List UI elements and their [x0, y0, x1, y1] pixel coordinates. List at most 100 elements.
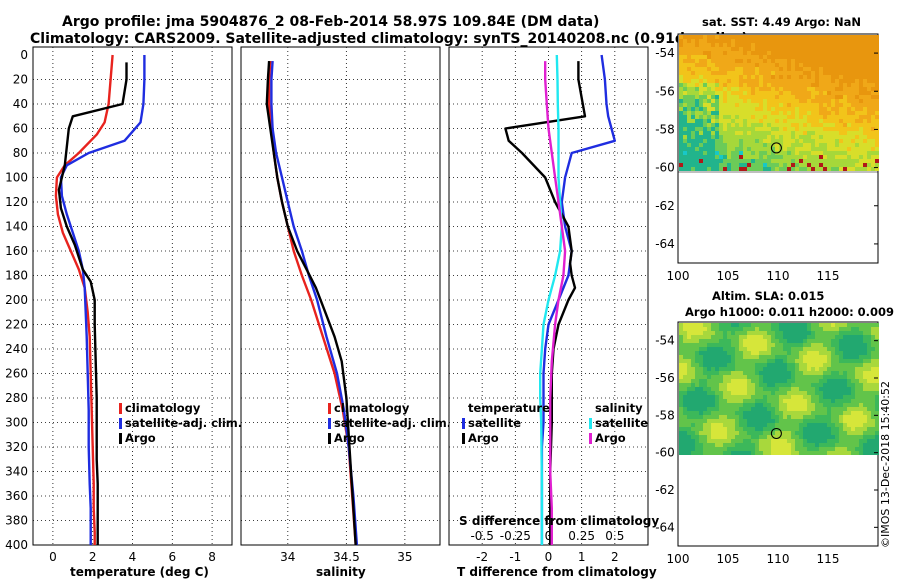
sla-cell	[719, 435, 723, 439]
sla-cell	[795, 331, 799, 335]
sst-cell	[699, 103, 703, 107]
sst-cell	[751, 75, 755, 79]
sla-cell	[839, 375, 843, 379]
sst-cell	[775, 71, 779, 75]
sst-cell	[739, 131, 743, 135]
sla-cell	[791, 355, 795, 359]
sst-cell	[807, 99, 811, 103]
sla-cell	[787, 351, 791, 355]
sst-cell	[679, 131, 683, 135]
sst-cell	[743, 47, 747, 51]
sst-cell	[679, 95, 683, 99]
sla-cell	[831, 395, 835, 399]
sla-cell	[815, 399, 819, 403]
sst-cell	[691, 119, 695, 123]
sst-cell	[863, 115, 867, 119]
sla-cell	[847, 399, 851, 403]
sst-cell	[775, 75, 779, 79]
sst-cell	[779, 39, 783, 43]
sst-cell	[827, 155, 831, 159]
sla-cell	[807, 359, 811, 363]
sla-cell	[847, 407, 851, 411]
sla-cell	[691, 403, 695, 407]
sla-cell	[843, 375, 847, 379]
sla-cell	[827, 399, 831, 403]
sst-cell	[823, 43, 827, 47]
sst-cell	[743, 91, 747, 95]
sla-cell	[815, 371, 819, 375]
sst-cell	[759, 43, 763, 47]
sla-cell	[743, 367, 747, 371]
sla-cell	[695, 327, 699, 331]
sla-cell	[727, 327, 731, 331]
sla-cell	[683, 395, 687, 399]
sst-cell	[751, 151, 755, 155]
sst-cell	[703, 59, 707, 63]
sla-cell	[875, 383, 879, 387]
sla-cell	[747, 359, 751, 363]
sla-cell	[871, 331, 875, 335]
sla-cell	[843, 431, 847, 435]
sla-cell	[771, 411, 775, 415]
sla-cell	[731, 371, 735, 375]
sst-cell	[703, 83, 707, 87]
sst-cell	[743, 87, 747, 91]
sst-cell	[847, 119, 851, 123]
sst-cell	[839, 83, 843, 87]
sla-cell	[807, 327, 811, 331]
sla-cell	[783, 327, 787, 331]
sst-cell	[831, 155, 835, 159]
sla-cell	[699, 375, 703, 379]
sla-cell	[715, 339, 719, 343]
sst-cell	[699, 99, 703, 103]
sla-cell	[711, 427, 715, 431]
sst-cell	[795, 155, 799, 159]
sla-cell	[803, 359, 807, 363]
sst-cell	[779, 99, 783, 103]
sla-cell	[723, 399, 727, 403]
sla-cell	[815, 423, 819, 427]
sla-cell	[815, 391, 819, 395]
sla-cell	[695, 363, 699, 367]
sla-cell	[843, 423, 847, 427]
sla-cell	[751, 439, 755, 443]
sst-cell	[771, 71, 775, 75]
sst-cell	[787, 91, 791, 95]
sst-cell	[743, 75, 747, 79]
sla-cell	[703, 371, 707, 375]
sst-cell	[683, 91, 687, 95]
sla-cell	[747, 447, 751, 451]
sst-cell	[843, 123, 847, 127]
sla-cell	[847, 379, 851, 383]
sst-cell	[763, 123, 767, 127]
sst-cell	[847, 167, 851, 171]
sst-cell	[787, 119, 791, 123]
sla-cell	[819, 323, 823, 327]
sla-cell	[875, 371, 879, 375]
sla-cell	[863, 367, 867, 371]
sst-cell	[839, 135, 843, 139]
sst-cell	[691, 123, 695, 127]
sla-cell	[695, 451, 699, 455]
figure-title-line2: Climatology: CARS2009. Satellite-adjuste…	[30, 31, 748, 47]
sst-cell	[847, 135, 851, 139]
sst-cell	[843, 151, 847, 155]
sla-cell	[811, 347, 815, 351]
sla-cell	[827, 367, 831, 371]
sla-cell	[803, 335, 807, 339]
sla-cell	[867, 367, 871, 371]
sla-cell	[739, 403, 743, 407]
sla-cell	[755, 363, 759, 367]
sla-cell	[835, 431, 839, 435]
sla-cell	[687, 447, 691, 451]
sla-cell	[747, 355, 751, 359]
sst-cell	[787, 131, 791, 135]
sla-cell	[827, 343, 831, 347]
sla-cell	[739, 451, 743, 455]
sst-cell	[763, 167, 767, 171]
sst-cell	[763, 55, 767, 59]
sst-cell	[851, 151, 855, 155]
sla-cell	[679, 359, 683, 363]
sla-cell	[735, 379, 739, 383]
sst-cell	[815, 55, 819, 59]
